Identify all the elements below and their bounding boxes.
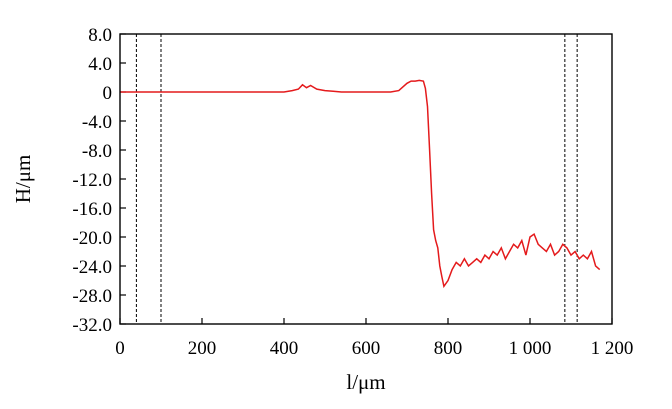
y-axis-ticks: 8.0 4.0 0 -4.0 -8.0 -12.0 -16.0 -20.0 -24.0 -28.0… (72, 25, 126, 336)
x-axis-label: l/μm (346, 370, 385, 394)
y-tick-label: 8.0 (88, 25, 112, 46)
series-line (120, 79, 601, 289)
x-tick-label: 800 (434, 338, 463, 359)
y-tick-label: -28.0 (72, 286, 112, 307)
plot-frame (119, 33, 613, 325)
y-tick-label: -4.0 (82, 112, 112, 133)
reference-lines (135, 34, 578, 324)
x-tick-label: 200 (188, 338, 217, 359)
y-tick-label: -8.0 (82, 141, 112, 162)
y-tick-label: -32.0 (72, 315, 112, 336)
x-tick-label: 0 (115, 338, 125, 359)
y-tick-label: 4.0 (88, 54, 112, 75)
x-tick-label: 400 (270, 338, 299, 359)
x-axis-ticks: 0 200 400 600 800 1 000 1 200 (115, 318, 633, 359)
x-tick-label: 1 000 (509, 338, 552, 359)
x-tick-label: 600 (352, 338, 381, 359)
y-tick-label: -12.0 (72, 170, 112, 191)
y-tick-label: -16.0 (72, 199, 112, 220)
y-tick-label: -20.0 (72, 228, 112, 249)
y-tick-label: 0 (103, 83, 113, 104)
x-tick-label: 1 200 (591, 338, 634, 359)
y-tick-label: -24.0 (72, 257, 112, 278)
y-axis-label: H/μm (11, 155, 35, 204)
